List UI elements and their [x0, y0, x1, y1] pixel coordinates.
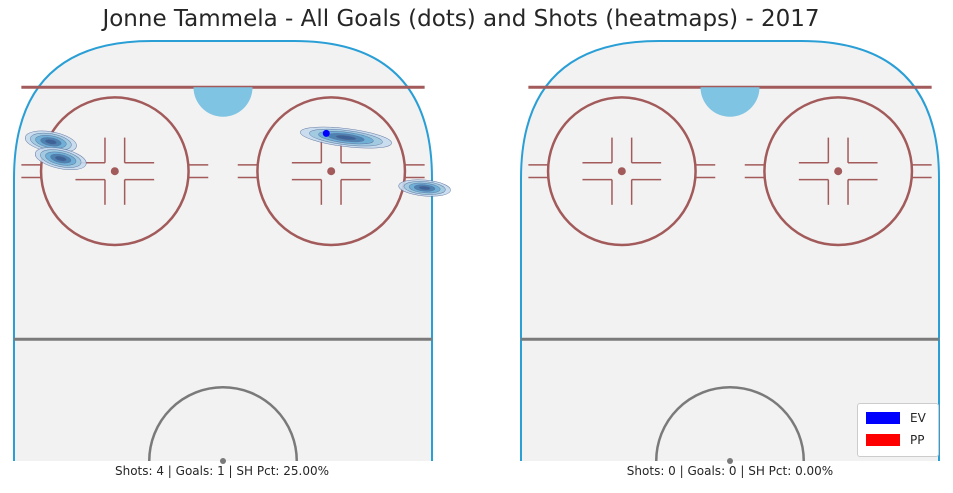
legend-label-pp: PP [910, 433, 925, 447]
caption-left: Shots: 4 | Goals: 1 | SH Pct: 25.00% [114, 464, 330, 478]
goal-dot [322, 129, 330, 137]
center-circle [654, 386, 806, 462]
faceoff-circle [39, 96, 190, 247]
shot-density-contour [418, 185, 431, 191]
caption-right: Shots: 0 | Goals: 0 | SH Pct: 0.00% [626, 464, 834, 478]
rink-panel-left [13, 40, 451, 464]
legend-item-ev: EV [866, 410, 926, 426]
faceoff-dot [327, 167, 336, 176]
faceoff-circle [256, 96, 407, 247]
legend: EV PP [857, 403, 939, 457]
boards [520, 40, 940, 461]
shot-density-contour [54, 155, 67, 162]
faceoff-dot [617, 167, 626, 176]
legend-swatch-ev [866, 412, 900, 424]
rink-panel-right [520, 40, 940, 464]
chart-title: Jonne Tammela - All Goals (dots) and Sho… [102, 6, 820, 32]
goal-crease [193, 87, 253, 117]
faceoff-circle [546, 96, 697, 247]
ice-surface [14, 41, 432, 461]
boards [13, 40, 433, 461]
legend-swatch-pp [866, 434, 900, 446]
center-dot [727, 458, 733, 464]
center-dot [220, 458, 226, 464]
shot-density-contour [44, 139, 57, 145]
faceoff-dot [834, 167, 843, 176]
faceoff-circle [763, 96, 914, 247]
faceoff-dot [110, 167, 119, 176]
ice-surface [521, 41, 939, 461]
shot-density-contour [335, 135, 357, 141]
goal-crease [700, 87, 760, 117]
center-circle [147, 386, 299, 462]
legend-label-ev: EV [910, 411, 926, 425]
legend-item-pp: PP [866, 432, 924, 448]
